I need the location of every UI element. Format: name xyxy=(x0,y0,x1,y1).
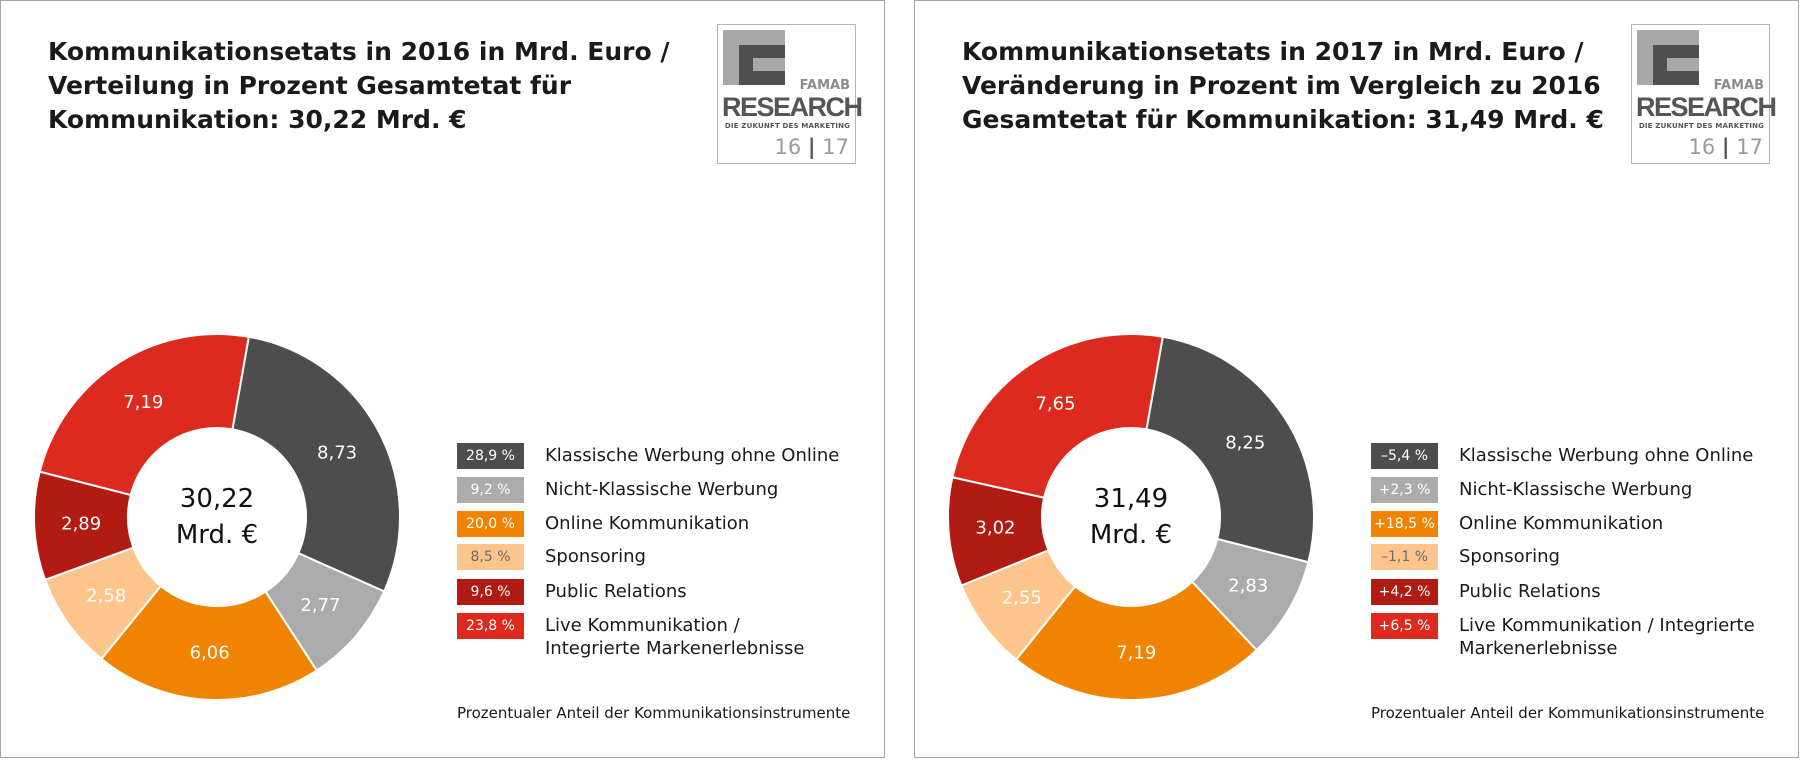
legend-label: Public Relations xyxy=(545,580,687,603)
center-total-unit: Mrd. € xyxy=(176,520,258,550)
legend-percent-badge: +2,3 % xyxy=(1371,477,1438,503)
slice-value-label: 7,19 xyxy=(123,392,163,413)
donut-slice xyxy=(951,333,1164,499)
logo-years: 16 | 17 xyxy=(774,135,849,159)
chart-footnote: Prozentualer Anteil der Kommunikationsin… xyxy=(1371,704,1765,722)
legend-label: Sponsoring xyxy=(1459,545,1560,568)
legend-label-line: Online Kommunikation xyxy=(545,513,750,534)
donut-chart: 8,25 2,83 7,19 2,55 3,02 7,65 31,49 Mrd. € xyxy=(947,333,1315,701)
legend-label-line: Online Kommunikation xyxy=(1459,513,1664,534)
legend-label-line: Klassische Werbung ohne Online xyxy=(1459,445,1754,466)
slice-value-label: 7,19 xyxy=(1116,642,1156,663)
famab-research-logo: FAMAB RESEARCH DIE ZUKUNFT DES MARKETING… xyxy=(717,24,863,164)
logo-research: RESEARCH xyxy=(722,92,863,122)
legend-percent-badge: 28,9 % xyxy=(457,443,524,469)
slice-value-label: 2,58 xyxy=(86,585,126,606)
legend-percent-badge: 9,2 % xyxy=(457,477,524,503)
legend-percent-badge: +4,2 % xyxy=(1371,579,1438,605)
slice-value-label: 7,65 xyxy=(1035,393,1075,414)
legend-label: Live Kommunikation / Integrierte Markener… xyxy=(1459,614,1755,660)
legend-label: Live Kommunikation / Integrierte Markener… xyxy=(545,614,804,660)
legend-label-line: Integrierte Markenerlebnisse xyxy=(545,638,805,659)
donut-slice xyxy=(1145,335,1315,564)
center-total-unit: Mrd. € xyxy=(1090,520,1172,550)
famab-research-logo: FAMAB RESEARCH DIE ZUKUNFT DES MARKETING… xyxy=(1631,24,1777,164)
logo-year-a: 16 xyxy=(1688,135,1716,159)
chart-title: Kommunikationsetats in 2017 in Mrd. Euro… xyxy=(962,35,1604,137)
legend-label-line: Markenerlebnisse xyxy=(1459,638,1618,659)
logo-years: 16 | 17 xyxy=(1688,135,1763,159)
legend-label-line: Sponsoring xyxy=(545,546,646,567)
legend-label: Klassische Werbung ohne Online xyxy=(1459,444,1753,467)
legend-label: Sponsoring xyxy=(545,545,646,568)
logo-year-b: 17 xyxy=(822,135,849,159)
donut-slice xyxy=(231,335,401,593)
logo-research: RESEARCH xyxy=(1636,92,1777,122)
slice-value-label: 2,83 xyxy=(1228,576,1268,597)
chart-title-line: Veränderung in Prozent im Vergleich zu 2… xyxy=(962,71,1601,100)
chart-panel-2017: Kommunikationsetats in 2017 in Mrd. Euro… xyxy=(914,0,1799,758)
legend-label: Nicht-Klassische Werbung xyxy=(545,478,778,501)
legend-percent-badge: –1,1 % xyxy=(1371,544,1438,570)
legend-label-line: Live Kommunikation / Integrierte xyxy=(1459,615,1755,636)
famab-logo-mark xyxy=(1637,30,1699,85)
logo-year-a: 16 xyxy=(774,135,802,159)
chart-title-line: Kommunikationsetats in 2016 in Mrd. Euro… xyxy=(48,37,670,66)
chart-title-line: Kommunikationsetats in 2017 in Mrd. Euro… xyxy=(962,37,1584,66)
legend-percent-badge: 20,0 % xyxy=(457,511,524,537)
slice-value-label: 2,77 xyxy=(300,595,340,616)
center-total-value: 30,22 xyxy=(180,484,254,514)
legend-label-line: Nicht-Klassische Werbung xyxy=(545,479,779,500)
chart-title: Kommunikationsetats in 2016 in Mrd. Euro… xyxy=(48,35,670,137)
legend-percent-badge: 23,8 % xyxy=(457,613,524,639)
legend-percent-badge: +6,5 % xyxy=(1371,613,1438,639)
legend-label: Online Kommunikation xyxy=(545,512,749,535)
legend-label: Online Kommunikation xyxy=(1459,512,1663,535)
legend-percent-badge: –5,4 % xyxy=(1371,443,1438,469)
legend-label: Klassische Werbung ohne Online xyxy=(545,444,839,467)
donut-slice xyxy=(99,584,319,701)
logo-tagline: DIE ZUKUNFT DES MARKETING xyxy=(724,122,851,130)
slice-value-label: 6,06 xyxy=(190,642,230,663)
logo-brand: FAMAB xyxy=(799,78,850,93)
legend-percent-badge: 8,5 % xyxy=(457,544,524,570)
legend-percent-badge: 9,6 % xyxy=(457,579,524,605)
slice-value-label: 8,73 xyxy=(317,443,357,464)
chart-title-line: Gesamtetat für Kommunikation: 31,49 Mrd.… xyxy=(962,105,1604,134)
chart-title-line: Verteilung in Prozent Gesamtetat für xyxy=(48,71,572,100)
legend-percent-badge: +18,5 % xyxy=(1371,511,1438,537)
slice-value-label: 2,55 xyxy=(1002,588,1042,609)
legend-label-line: Sponsoring xyxy=(1459,546,1560,567)
slice-value-label: 8,25 xyxy=(1225,433,1265,454)
slice-value-label: 2,89 xyxy=(61,513,101,534)
legend-label-line: Public Relations xyxy=(545,581,687,602)
legend-label-line: Nicht-Klassische Werbung xyxy=(1459,479,1693,500)
logo-tagline: DIE ZUKUNFT DES MARKETING xyxy=(1638,122,1765,130)
legend-label-line: Live Kommunikation / xyxy=(545,615,740,636)
donut-chart: 8,73 2,77 6,06 2,58 2,89 7,19 30,22 Mrd. € xyxy=(33,333,401,701)
donut-slice xyxy=(38,333,250,497)
center-total-value: 31,49 xyxy=(1094,484,1168,514)
logo-brand: FAMAB xyxy=(1713,78,1764,93)
logo-year-b: 17 xyxy=(1736,135,1763,159)
chart-panel-2016: Kommunikationsetats in 2016 in Mrd. Euro… xyxy=(0,0,885,758)
slice-value-label: 3,02 xyxy=(975,518,1015,539)
legend-label-line: Public Relations xyxy=(1459,581,1601,602)
legend-label-line: Klassische Werbung ohne Online xyxy=(545,445,840,466)
legend-label: Nicht-Klassische Werbung xyxy=(1459,478,1692,501)
chart-title-line: Kommunikation: 30,22 Mrd. € xyxy=(48,105,467,134)
legend-label: Public Relations xyxy=(1459,580,1601,603)
donut-slice xyxy=(1014,580,1258,701)
famab-logo-mark xyxy=(723,30,785,85)
chart-footnote: Prozentualer Anteil der Kommunikationsin… xyxy=(457,704,851,722)
